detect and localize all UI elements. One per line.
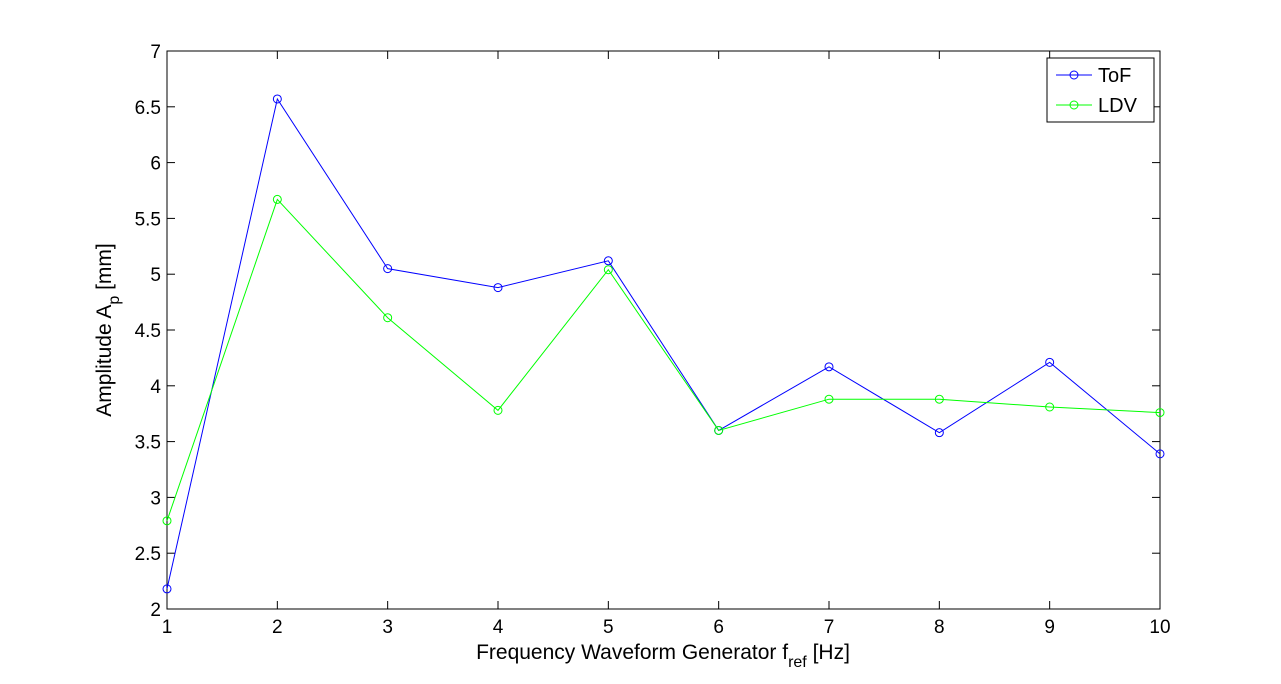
data-point-ldv: [824, 394, 834, 404]
legend-label-ldv: LDV: [1098, 95, 1138, 117]
y-axis-label-unit: [mm]: [93, 243, 116, 296]
data-point-ldv: [383, 313, 393, 323]
x-tick-label: 7: [824, 617, 835, 638]
data-point-tof: [162, 584, 172, 594]
y-tick-label: 5.5: [135, 209, 161, 230]
y-tick-label: 7: [150, 42, 161, 63]
y-tick-label: 2.5: [135, 544, 161, 565]
data-point-tof: [272, 94, 282, 104]
y-axis-label-subscript: p: [106, 296, 123, 305]
x-tick-label: 5: [603, 617, 614, 638]
y-axis-label: Amplitude Ap [mm]: [93, 243, 123, 416]
legend-marker-tof: [1069, 70, 1079, 80]
series-line-ldv: [166, 198, 1161, 521]
x-axis-label-main: Frequency Waveform Generator f: [476, 641, 788, 664]
x-tick-label: 1: [162, 617, 173, 638]
data-point-ldv: [162, 516, 172, 526]
x-tick-label: 6: [713, 617, 724, 638]
y-tick-label: 5: [150, 265, 161, 286]
y-tick-label: 2: [150, 600, 161, 621]
legend-marker-ldv: [1069, 100, 1079, 110]
data-point-ldv: [714, 425, 724, 435]
x-tick-label: 10: [1149, 617, 1170, 638]
data-point-ldv: [934, 394, 944, 404]
y-tick-label: 3: [150, 488, 161, 509]
legend-box: [1046, 57, 1155, 123]
series-layer: [162, 94, 1165, 594]
x-tick-label: 4: [493, 617, 504, 638]
data-point-ldv: [1045, 402, 1055, 412]
x-tick-label: 9: [1044, 617, 1055, 638]
y-tick-label: 3.5: [135, 433, 161, 454]
data-point-ldv: [272, 194, 282, 204]
y-tick-label: 6: [150, 154, 161, 175]
y-tick-label: 4: [150, 377, 161, 398]
data-point-ldv: [1155, 408, 1165, 418]
x-tick-label: 3: [382, 617, 393, 638]
data-point-tof: [1045, 357, 1055, 367]
x-axis-label: Frequency Waveform Generator fref [Hz]: [476, 641, 850, 671]
plot-background: [166, 50, 1161, 610]
legend: ToF LDV: [1046, 57, 1155, 123]
data-point-tof: [493, 283, 503, 293]
series-line-tof: [166, 97, 1161, 590]
y-tick-label: 4.5: [135, 321, 161, 342]
data-point-tof: [1155, 449, 1165, 459]
x-tick-label: 8: [934, 617, 945, 638]
data-point-tof: [603, 256, 613, 266]
data-point-tof: [934, 428, 944, 438]
y-tick-label: 6.5: [135, 98, 161, 119]
series-ldv: [162, 194, 1165, 526]
data-point-tof: [383, 264, 393, 274]
data-point-tof: [824, 362, 834, 372]
legend-label-tof: ToF: [1098, 65, 1131, 87]
y-axis-label-main: Amplitude A: [93, 305, 116, 417]
x-axis-label-unit: [Hz]: [807, 641, 850, 664]
data-point-ldv: [603, 265, 613, 275]
data-point-ldv: [493, 405, 503, 415]
x-axis-label-subscript: ref: [788, 654, 807, 671]
x-tick-label: 2: [272, 617, 283, 638]
